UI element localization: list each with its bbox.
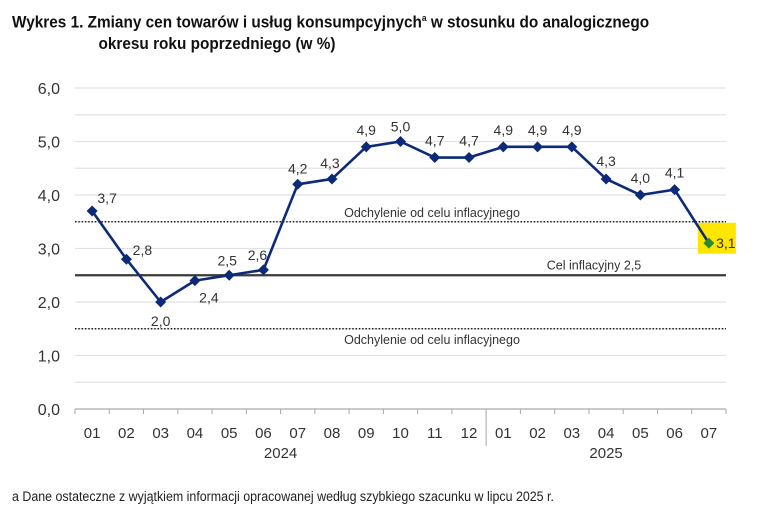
x-tick-label: 12 — [461, 425, 478, 442]
data-point — [463, 152, 475, 164]
chart-title: Wykres 1. Zmiany cen towarów i usług kon… — [12, 8, 649, 55]
data-label: 5,0 — [391, 119, 411, 135]
y-tick-label: 3,0 — [38, 242, 60, 259]
x-tick-label: 05 — [221, 425, 238, 442]
data-label: 4,9 — [562, 122, 582, 138]
data-point — [429, 152, 441, 164]
data-point — [360, 141, 372, 153]
y-tick-label: 6,0 — [38, 81, 60, 98]
x-tick-label: 11 — [427, 425, 443, 442]
data-label: 3,1 — [716, 235, 736, 251]
year-label: 2024 — [264, 445, 297, 462]
y-tick-label: 4,0 — [38, 188, 60, 205]
y-tick-label: 0,0 — [38, 402, 60, 419]
data-label: 4,0 — [631, 170, 651, 186]
title-suffix: w stosunku do analogicznego — [426, 13, 650, 32]
data-label: 4,7 — [425, 133, 445, 149]
data-point — [257, 264, 269, 276]
x-tick-label: 06 — [255, 425, 272, 442]
year-label: 2025 — [589, 445, 622, 462]
x-tick-label: 03 — [152, 425, 169, 442]
x-axis: 01 02 03 04 05 06 07 08 09 10 11 12 01 02 03 04 05 06 07 20… — [74, 408, 727, 462]
series-cpi: 3,7 2,8 2,0 2,4 2,5 2,6 4,2 4,3 4,9 5,0 4,7 4,7 4,9 4… — [86, 119, 736, 329]
x-tick-label: 07 — [701, 425, 718, 442]
x-tick-label: 08 — [324, 425, 341, 442]
data-label: 4,3 — [320, 155, 340, 171]
data-point — [532, 141, 544, 153]
title-line2: okresu roku poprzedniego (w %) — [98, 34, 336, 53]
data-label: 2,8 — [133, 242, 153, 258]
data-label: 4,9 — [494, 122, 514, 138]
x-tick-label: 04 — [598, 425, 615, 442]
data-point — [703, 237, 715, 249]
data-label: 4,7 — [459, 133, 479, 149]
x-tick-label: 09 — [358, 425, 375, 442]
data-point — [120, 253, 132, 265]
data-label: 4,9 — [528, 122, 548, 138]
y-tick-label: 5,0 — [38, 135, 60, 152]
y-tick-label: 2,0 — [38, 295, 60, 312]
data-point — [223, 269, 235, 281]
data-label: 4,9 — [357, 122, 377, 138]
x-tick-label: 03 — [563, 425, 580, 442]
data-point — [292, 178, 304, 190]
title-footnote-marker: a — [421, 13, 427, 23]
y-tick-label: 1,0 — [38, 349, 60, 366]
data-point — [189, 275, 201, 287]
x-tick-label: 10 — [392, 425, 409, 442]
inflation-target-label: Cel inflacyjny 2,5 — [547, 258, 642, 272]
data-point — [600, 173, 612, 185]
data-point — [155, 296, 167, 308]
upper-tolerance-label: Odchylenie od celu inflacyjnego — [344, 206, 520, 220]
data-point — [669, 184, 681, 196]
data-point — [634, 189, 646, 201]
x-tick-label: 06 — [666, 425, 683, 442]
data-label: 2,5 — [217, 252, 237, 268]
data-label: 4,1 — [665, 165, 685, 181]
x-tick-label: 05 — [632, 425, 649, 442]
x-tick-label: 01 — [495, 425, 512, 442]
data-point — [497, 141, 509, 153]
data-label: 4,2 — [288, 160, 308, 176]
data-point — [395, 136, 406, 147]
lower-tolerance-label: Odchylenie od celu inflacyjnego — [344, 333, 520, 347]
x-tick-label: 02 — [529, 425, 546, 442]
footnote: a Dane ostateczne z wyjątkiem informacji… — [12, 489, 554, 504]
data-point — [86, 205, 98, 217]
data-label: 3,7 — [97, 190, 117, 206]
data-label: 2,4 — [199, 290, 219, 306]
x-tick-label: 04 — [187, 425, 204, 442]
x-tick-label: 01 — [84, 425, 101, 442]
data-label: 2,6 — [248, 247, 268, 263]
data-point — [326, 173, 338, 185]
x-tick-label: 07 — [289, 425, 306, 442]
data-label: 4,3 — [596, 153, 616, 169]
data-point — [566, 141, 578, 153]
title-prefix: Wykres 1. Zmiany cen towarów i usług kon… — [12, 13, 422, 32]
x-tick-label: 02 — [118, 425, 135, 442]
y-axis: 0,0 1,0 2,0 3,0 4,0 5,0 6,0 — [38, 81, 60, 419]
data-label: 2,0 — [151, 313, 171, 329]
reference-lines: Odchylenie od celu inflacyjnego Cel infla… — [75, 206, 726, 347]
